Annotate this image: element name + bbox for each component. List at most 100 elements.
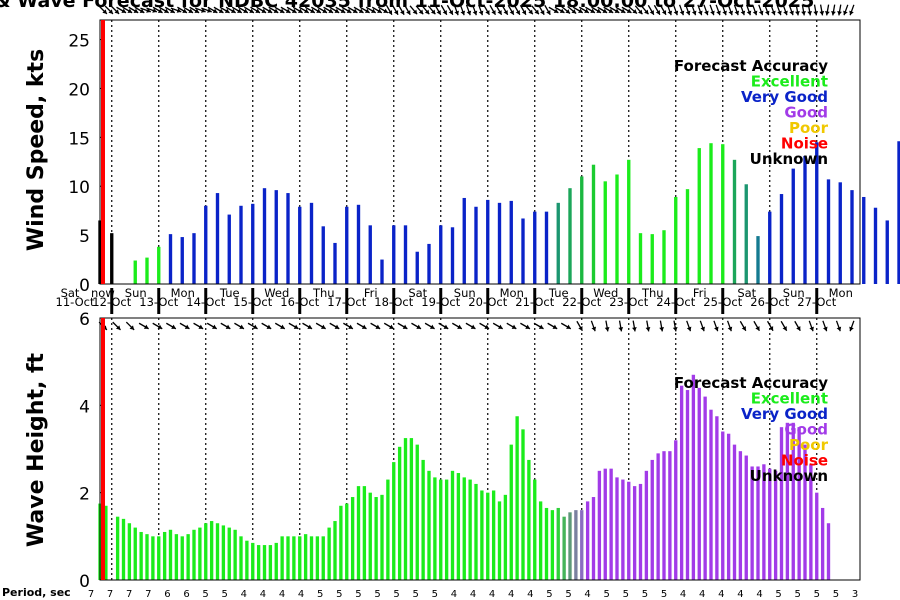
arrow-head [534, 9, 539, 15]
bar [674, 440, 678, 580]
legend-item: Excellent [751, 73, 828, 91]
direction-arrow [849, 320, 855, 332]
wind-y-axis-label: Wind Speed, kts [24, 49, 49, 251]
bar [456, 473, 461, 580]
direction-arrow [634, 5, 643, 15]
period-value: 5 [355, 589, 361, 600]
arrow-head [509, 10, 514, 15]
direction-arrow [116, 6, 127, 14]
wave-plot-frame [99, 317, 861, 581]
arrow-head [698, 10, 703, 16]
bar [803, 155, 807, 284]
arrow-head [758, 10, 764, 16]
bar [233, 529, 237, 580]
direction-arrow [726, 320, 733, 332]
arrow-head [700, 326, 705, 332]
direction-arrow [231, 6, 243, 14]
bar [591, 164, 596, 284]
bar [486, 492, 490, 580]
period-value: 5 [661, 589, 667, 600]
bar [444, 479, 449, 580]
bar [826, 179, 831, 284]
bar [145, 534, 149, 580]
arrow-head [188, 8, 194, 13]
arrow-head [252, 324, 258, 329]
direction-arrow [125, 321, 135, 331]
bar [474, 206, 478, 284]
bar [556, 507, 560, 580]
direction-arrow [808, 320, 814, 332]
bar [668, 451, 672, 580]
direction-arrow [170, 7, 182, 13]
day-of-week-label: Wed [264, 286, 289, 300]
direction-arrow [110, 5, 120, 15]
bar [239, 205, 243, 284]
bar [345, 503, 349, 580]
arrow-head [387, 10, 393, 15]
bar [732, 159, 737, 284]
direction-arrow [538, 4, 545, 16]
direction-arrow [189, 6, 200, 14]
arrow-head [608, 8, 614, 13]
direction-arrow [520, 322, 531, 330]
direction-arrow [678, 4, 685, 16]
direction-arrow [615, 6, 626, 14]
direction-arrow [733, 4, 740, 16]
bar [650, 459, 654, 580]
direction-arrow [672, 4, 679, 16]
arrow-head [691, 10, 697, 16]
direction-arrow [560, 322, 572, 330]
direction-arrow [672, 320, 678, 332]
period-value: 4 [756, 589, 762, 600]
direction-arrow [495, 4, 503, 16]
direction-arrow [247, 322, 258, 330]
bar [221, 525, 226, 580]
arrow-head [430, 9, 436, 15]
period-value: 4 [489, 589, 495, 600]
bar [756, 236, 760, 284]
arrow-head [825, 11, 830, 16]
arrow-head [819, 11, 825, 16]
direction-arrow [691, 4, 697, 16]
direction-arrow [603, 6, 614, 14]
bar [556, 202, 560, 284]
legend-item: Poor [789, 119, 829, 137]
arrow-head [212, 8, 218, 13]
arrow-head [485, 10, 490, 15]
direction-arrow [343, 322, 354, 330]
wind-direction-arrows [98, 4, 855, 16]
day-labels: Sat11-OctSun12-OctMon13-OctTue14-OctWed1… [56, 286, 853, 314]
bar [186, 534, 190, 580]
arrow-head [566, 324, 571, 329]
arrow-head [198, 324, 204, 329]
bar [256, 545, 261, 580]
direction-arrow [152, 322, 163, 330]
arrow-head [320, 324, 326, 329]
arrow-head [334, 8, 340, 13]
bar [768, 211, 772, 284]
bar [585, 501, 590, 580]
arrow-head [686, 326, 692, 332]
bar [568, 188, 572, 284]
bar [744, 184, 748, 284]
bar [380, 494, 384, 580]
bar [521, 218, 525, 284]
direction-arrow [544, 4, 551, 16]
bar [227, 527, 231, 580]
bar [709, 409, 713, 580]
period-value: 6 [183, 589, 189, 600]
arrow-head [746, 10, 752, 16]
legend-item: Noise [781, 452, 828, 470]
bar [603, 181, 607, 284]
bar [433, 477, 437, 580]
arrow-head [383, 8, 388, 13]
direction-arrow [234, 322, 245, 330]
arrow-head [448, 10, 453, 15]
bar [685, 189, 690, 284]
arrow-head [618, 327, 624, 332]
arrow-head [389, 324, 394, 329]
direction-arrow [483, 4, 490, 16]
period-value: 7 [126, 589, 132, 600]
bar [497, 501, 502, 580]
